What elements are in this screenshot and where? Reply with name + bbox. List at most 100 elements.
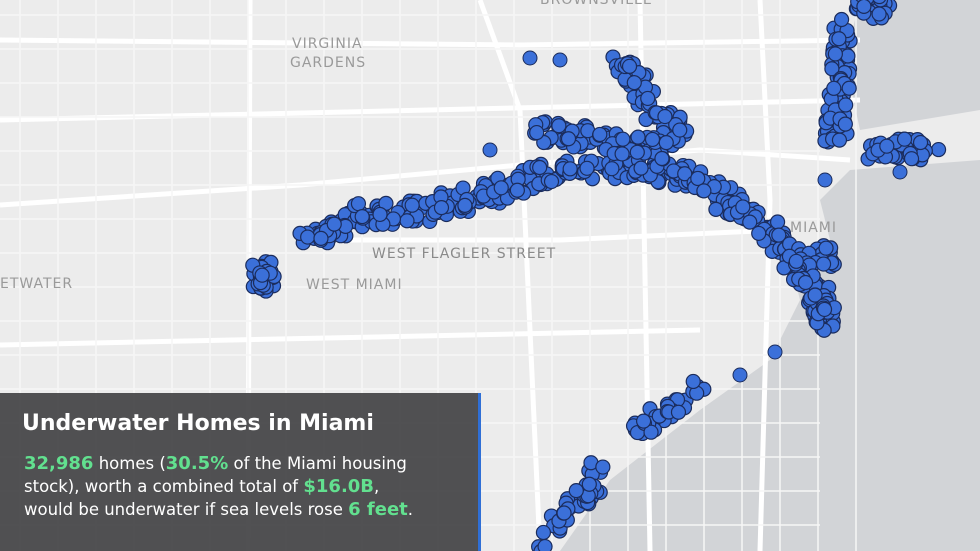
info-panel: Underwater Homes in Miami 32,986 homes (… [0,393,481,551]
home-point [872,0,887,5]
highlight-text: 6 feet [348,499,408,520]
info-line: 32,986 homes (30.5% of the Miami housing [24,453,407,474]
home-point [672,122,688,138]
home-point [831,132,848,148]
home-point [677,166,693,182]
info-line: would be underwater if sea levels rose 6… [24,499,413,520]
home-point [482,142,498,158]
home-point [831,31,847,47]
home-point [838,97,854,113]
home-point [562,161,578,177]
home-point [629,144,645,160]
home-point [827,46,843,62]
home-point [535,524,552,541]
home-point [254,267,270,283]
highlight-text: $16.0B [303,476,375,497]
info-text: , [374,477,380,496]
home-point [399,213,415,229]
home-point [615,131,631,147]
home-point [633,160,649,176]
home-point [560,131,577,147]
home-point [879,138,895,154]
info-line: stock), worth a combined total of $16.0B… [24,476,379,497]
info-text: . [407,500,414,519]
home-point [529,124,545,141]
home-point [457,197,473,213]
home-point [742,214,758,230]
home-point [751,225,767,241]
info-text: would be underwater if sea levels rose [24,500,349,519]
home-point [621,58,638,74]
home-point [833,11,850,28]
home-point [300,229,316,245]
home-point [816,301,833,318]
home-point [930,141,947,158]
home-point [568,483,584,499]
home-point [595,459,611,475]
street-label: WEST FLAGLER STREET [372,246,556,262]
home-point [643,424,659,440]
home-point [657,108,673,125]
home-point [614,146,630,162]
home-point [871,6,887,22]
home-point [543,173,560,190]
home-point [635,413,652,429]
home-point [769,214,786,230]
home-point [579,160,595,176]
home-point [767,344,783,360]
place-label: WEST MIAMI [306,277,403,293]
info-title: Underwater Homes in Miami [22,411,374,436]
home-point [654,150,670,167]
home-point [856,0,872,14]
home-point [735,199,751,215]
home-point [551,118,567,134]
home-point [685,373,701,390]
home-point [840,48,856,64]
home-point [350,196,367,212]
highlight-text: 32,986 [24,453,94,474]
place-label: ETWATER [0,276,73,292]
place-label: GARDENS [290,55,366,71]
home-point [732,367,748,383]
home-point [903,151,920,167]
home-point [354,209,370,225]
home-point [592,126,608,143]
highlight-text: 30.5% [165,453,229,474]
home-point [771,227,787,243]
home-point [537,538,553,551]
home-point [326,216,342,232]
place-label: BROWNSVILLE [540,0,653,8]
home-points [245,0,947,551]
home-point [532,159,548,176]
home-point [892,164,908,180]
place-label: MIAMI [790,220,837,236]
home-point [824,61,840,77]
home-point [815,256,832,272]
home-point [912,134,929,151]
home-point [644,131,661,148]
home-point [788,253,804,269]
info-text: stock), worth a combined total of [24,477,304,496]
home-point [837,116,853,132]
home-point [818,240,834,256]
home-point [817,172,833,188]
home-point [493,180,509,196]
info-text: homes ( [93,454,166,473]
info-text: of the Miami housing [228,454,407,473]
home-point [670,404,687,420]
home-point [896,131,913,147]
home-point [696,183,712,199]
home-point [626,75,642,91]
home-point [797,274,814,291]
home-point [841,80,857,96]
home-point [313,230,329,246]
home-point [826,80,842,96]
home-point [522,50,538,66]
water [560,0,980,551]
home-point [690,170,706,187]
home-point [509,182,525,198]
home-point [433,200,450,216]
home-point [630,129,646,145]
